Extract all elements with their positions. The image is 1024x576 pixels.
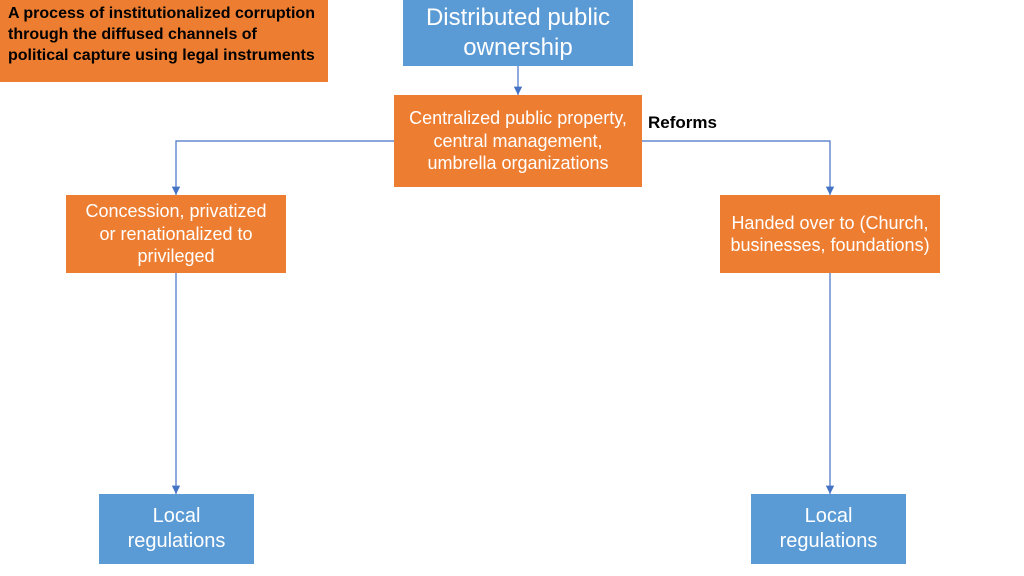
edge-central-right [642,141,830,195]
node-root: Distributed public ownership [403,0,633,66]
node-leaf-l: Local regulations [99,494,254,564]
node-central: Centralized public property, central man… [394,95,642,187]
caption-box: A process of institutionalized corruptio… [0,0,328,82]
node-leaf-r: Local regulations [751,494,906,564]
node-left: Concession, privatized or renationalized… [66,195,286,273]
node-right: Handed over to (Church, businesses, foun… [720,195,940,273]
edge-central-left [176,141,394,195]
connector-layer [0,0,1024,576]
label-reforms: Reforms [648,113,717,133]
